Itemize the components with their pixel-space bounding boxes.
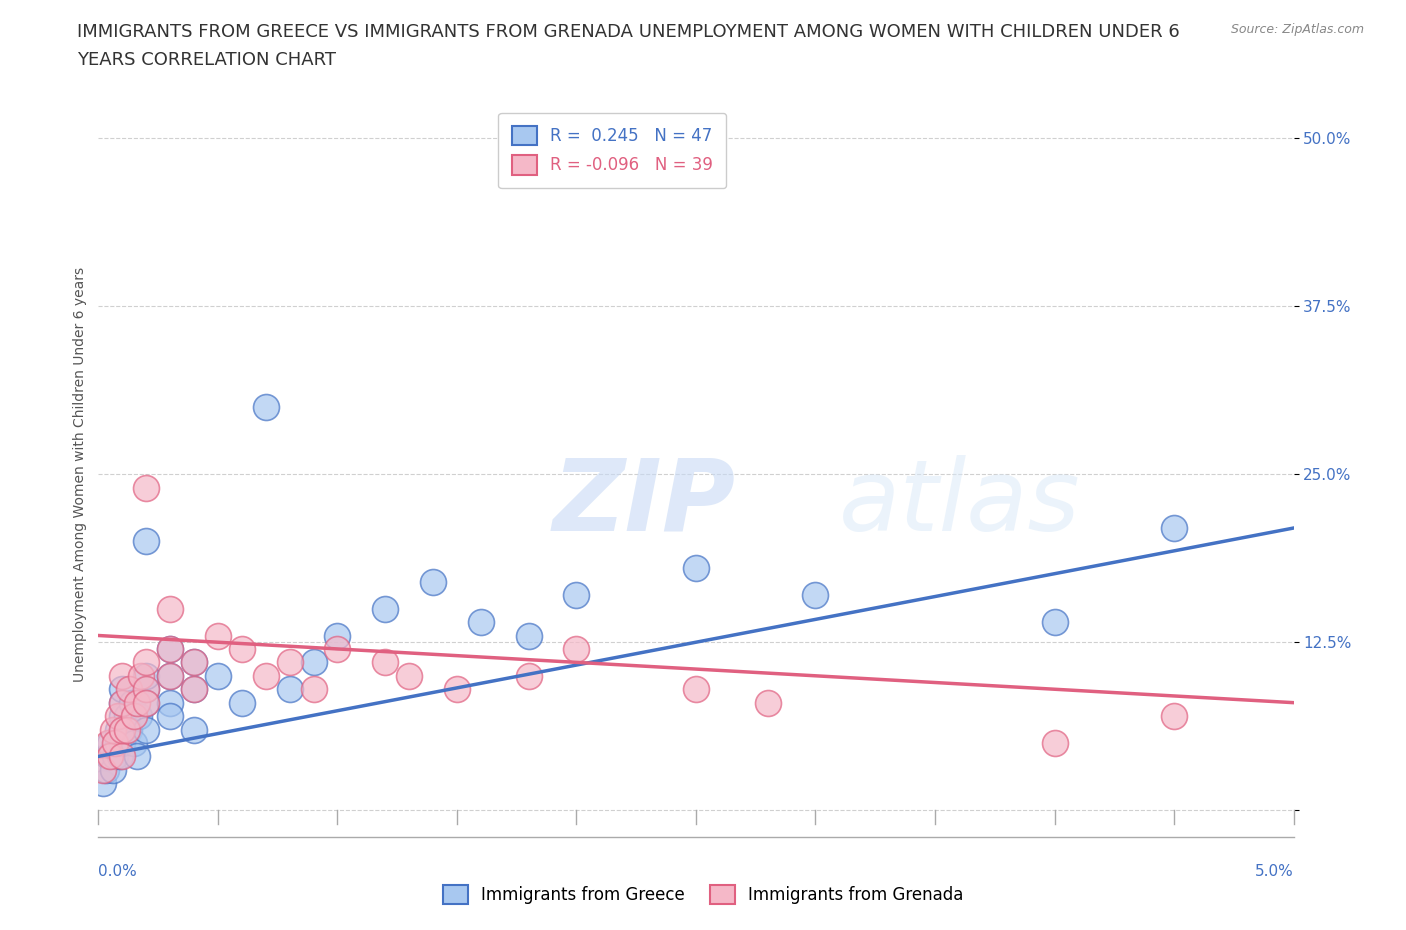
Point — [131, 669, 153, 684]
Point — [124, 736, 146, 751]
Point — [97, 749, 120, 764]
Point — [804, 588, 827, 603]
Point — [159, 669, 181, 684]
Point — [107, 722, 129, 737]
Point — [135, 696, 157, 711]
Point — [115, 722, 138, 737]
Point — [135, 722, 157, 737]
Point — [446, 682, 468, 697]
Point — [111, 696, 134, 711]
Point — [374, 601, 396, 616]
Point — [1043, 736, 1066, 751]
Point — [565, 642, 588, 657]
Point — [111, 709, 134, 724]
Point — [135, 669, 157, 684]
Point — [111, 736, 134, 751]
Point — [107, 736, 129, 751]
Point — [685, 561, 707, 576]
Point — [159, 669, 181, 684]
Point — [183, 655, 205, 670]
Point — [115, 709, 138, 724]
Point — [97, 736, 120, 751]
Point — [302, 655, 325, 670]
Point — [118, 682, 141, 697]
Point — [91, 763, 114, 777]
Point — [278, 682, 301, 697]
Point — [91, 776, 114, 790]
Legend: Immigrants from Greece, Immigrants from Grenada: Immigrants from Greece, Immigrants from … — [434, 876, 972, 912]
Text: Source: ZipAtlas.com: Source: ZipAtlas.com — [1230, 23, 1364, 36]
Point — [326, 642, 349, 657]
Point — [398, 669, 420, 684]
Point — [183, 655, 205, 670]
Point — [470, 615, 492, 630]
Point — [124, 709, 146, 724]
Point — [125, 696, 148, 711]
Point — [135, 696, 157, 711]
Text: IMMIGRANTS FROM GREECE VS IMMIGRANTS FROM GRENADA UNEMPLOYMENT AMONG WOMEN WITH : IMMIGRANTS FROM GREECE VS IMMIGRANTS FRO… — [77, 23, 1180, 41]
Point — [756, 696, 779, 711]
Point — [278, 655, 301, 670]
Y-axis label: Unemployment Among Women with Children Under 6 years: Unemployment Among Women with Children U… — [73, 267, 87, 682]
Point — [104, 736, 127, 751]
Point — [108, 749, 131, 764]
Point — [118, 722, 141, 737]
Point — [111, 722, 134, 737]
Point — [422, 575, 444, 590]
Point — [111, 669, 134, 684]
Point — [1163, 709, 1185, 724]
Point — [231, 696, 253, 711]
Point — [101, 722, 124, 737]
Point — [685, 682, 707, 697]
Point — [135, 655, 157, 670]
Point — [111, 682, 134, 697]
Point — [111, 749, 134, 764]
Point — [1043, 615, 1066, 630]
Point — [135, 682, 157, 697]
Point — [98, 749, 122, 764]
Point — [159, 709, 181, 724]
Point — [159, 696, 181, 711]
Text: YEARS CORRELATION CHART: YEARS CORRELATION CHART — [77, 51, 336, 69]
Point — [111, 696, 134, 711]
Point — [159, 601, 181, 616]
Text: ZIP: ZIP — [553, 455, 735, 551]
Point — [565, 588, 588, 603]
Point — [231, 642, 253, 657]
Point — [104, 749, 127, 764]
Legend: R =  0.245   N = 47, R = -0.096   N = 39: R = 0.245 N = 47, R = -0.096 N = 39 — [498, 113, 727, 188]
Point — [135, 534, 157, 549]
Point — [135, 682, 157, 697]
Point — [517, 669, 540, 684]
Point — [121, 696, 143, 711]
Point — [207, 669, 229, 684]
Point — [135, 480, 157, 495]
Point — [183, 722, 205, 737]
Point — [94, 763, 117, 777]
Point — [183, 682, 205, 697]
Point — [111, 722, 134, 737]
Point — [374, 655, 396, 670]
Text: 5.0%: 5.0% — [1254, 864, 1294, 879]
Point — [98, 736, 122, 751]
Point — [254, 400, 277, 415]
Point — [101, 763, 124, 777]
Text: 0.0%: 0.0% — [98, 864, 138, 879]
Point — [159, 642, 181, 657]
Point — [1163, 521, 1185, 536]
Point — [517, 628, 540, 643]
Point — [326, 628, 349, 643]
Point — [183, 682, 205, 697]
Point — [302, 682, 325, 697]
Point — [128, 709, 150, 724]
Text: atlas: atlas — [839, 455, 1081, 551]
Point — [254, 669, 277, 684]
Point — [159, 642, 181, 657]
Point — [107, 709, 129, 724]
Point — [125, 749, 148, 764]
Point — [207, 628, 229, 643]
